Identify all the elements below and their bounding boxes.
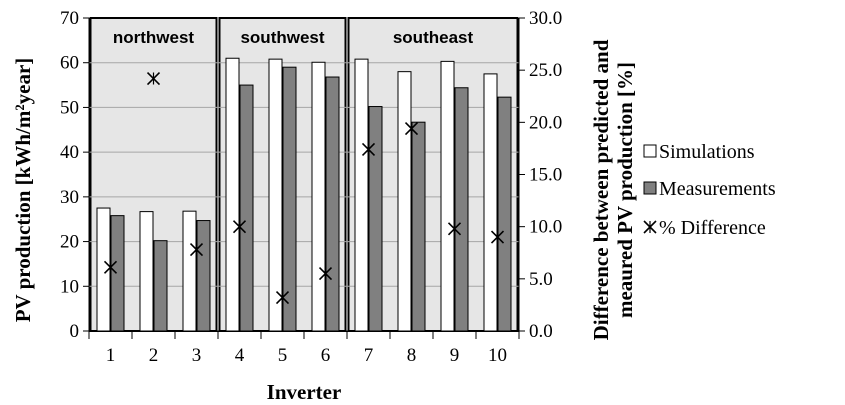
x-tick-label: 9 bbox=[450, 345, 460, 366]
bar-measurements bbox=[110, 215, 125, 332]
bar-measurements bbox=[411, 121, 426, 332]
region-label: northwest bbox=[113, 28, 195, 47]
y-axis-title: PV production [kWh/m²year] bbox=[11, 58, 35, 323]
bar-simulations bbox=[225, 57, 240, 332]
x-tick-label: 3 bbox=[192, 345, 202, 366]
bar-measurements bbox=[325, 76, 340, 332]
x-tick-label: 4 bbox=[235, 345, 245, 366]
bar-simulations bbox=[397, 71, 412, 332]
y-tick-label: 0 bbox=[70, 321, 80, 342]
y2-axis-title-line2: meaured PV production [%] bbox=[613, 62, 637, 318]
bar-simulations bbox=[483, 73, 498, 332]
region-label: southeast bbox=[393, 28, 474, 47]
x-tick-label: 5 bbox=[278, 345, 288, 366]
x-tick-label: 6 bbox=[321, 345, 331, 366]
y-tick-label: 60 bbox=[60, 53, 79, 74]
bar-simulations bbox=[354, 58, 369, 332]
bar-measurements bbox=[239, 84, 254, 332]
legend-swatch bbox=[643, 144, 657, 158]
bar-simulations bbox=[139, 211, 154, 332]
legend-item: Measurements bbox=[643, 178, 776, 200]
legend-swatch bbox=[643, 181, 657, 195]
y-tick-label: 10 bbox=[60, 276, 79, 297]
difference-marker bbox=[103, 260, 118, 274]
x-tick-label: 10 bbox=[488, 345, 507, 366]
y2-axis-title-line1: Difference between predicted and bbox=[589, 39, 613, 340]
bar-measurements bbox=[282, 66, 297, 332]
y2-tick-label: 5.0 bbox=[529, 269, 553, 290]
bar-measurements bbox=[454, 87, 469, 332]
y-tick-label: 30 bbox=[60, 187, 79, 208]
bar-measurements bbox=[153, 240, 168, 332]
legend-item: Simulations bbox=[643, 141, 755, 163]
difference-marker bbox=[146, 71, 161, 86]
legend: Simulations Measurements % Difference bbox=[643, 141, 776, 239]
difference-marker bbox=[490, 230, 505, 244]
difference-markers bbox=[103, 71, 505, 305]
bar-measurements bbox=[368, 106, 383, 332]
bar-simulations bbox=[311, 61, 326, 332]
y2-tick-label: 25.0 bbox=[529, 60, 562, 81]
difference-marker bbox=[447, 222, 462, 236]
legend-label: Measurements bbox=[659, 178, 776, 200]
legend-marker bbox=[643, 220, 657, 234]
bar-measurements bbox=[497, 96, 512, 332]
legend-item: % Difference bbox=[643, 217, 766, 239]
y-tick-label: 50 bbox=[60, 97, 79, 118]
y2-tick-label: 0.0 bbox=[529, 321, 553, 342]
y-tick-label: 70 bbox=[60, 8, 79, 29]
y-tick-label: 20 bbox=[60, 232, 79, 253]
legend-label: % Difference bbox=[659, 217, 766, 239]
x-tick-label: 8 bbox=[407, 345, 417, 366]
difference-marker bbox=[318, 267, 333, 281]
y2-tick-label: 10.0 bbox=[529, 217, 562, 238]
bar-measurements bbox=[196, 220, 211, 332]
y2-tick-label: 20.0 bbox=[529, 112, 562, 133]
difference-marker bbox=[404, 122, 419, 136]
region-label: southwest bbox=[240, 28, 324, 47]
x-axis-title: Inverter bbox=[267, 380, 342, 404]
bar-simulations bbox=[268, 58, 283, 332]
difference-marker bbox=[361, 142, 376, 157]
x-tick-label: 7 bbox=[364, 345, 374, 366]
difference-marker bbox=[275, 291, 290, 305]
axes: 0 10 20 30 40 50 60 70 0.0 5.0 10.0 15.0 20.0 25.0 30.… bbox=[60, 8, 562, 366]
x-tick-label: 2 bbox=[149, 345, 159, 366]
y2-tick-label: 30.0 bbox=[529, 8, 562, 29]
legend-label: Simulations bbox=[659, 141, 755, 163]
y2-tick-label: 15.0 bbox=[529, 165, 562, 186]
bar-simulations bbox=[182, 210, 197, 332]
x-tick-label: 1 bbox=[106, 345, 116, 366]
difference-marker bbox=[232, 220, 247, 234]
difference-marker bbox=[189, 243, 204, 257]
bar-simulations bbox=[440, 60, 455, 332]
y-tick-label: 40 bbox=[60, 142, 79, 163]
